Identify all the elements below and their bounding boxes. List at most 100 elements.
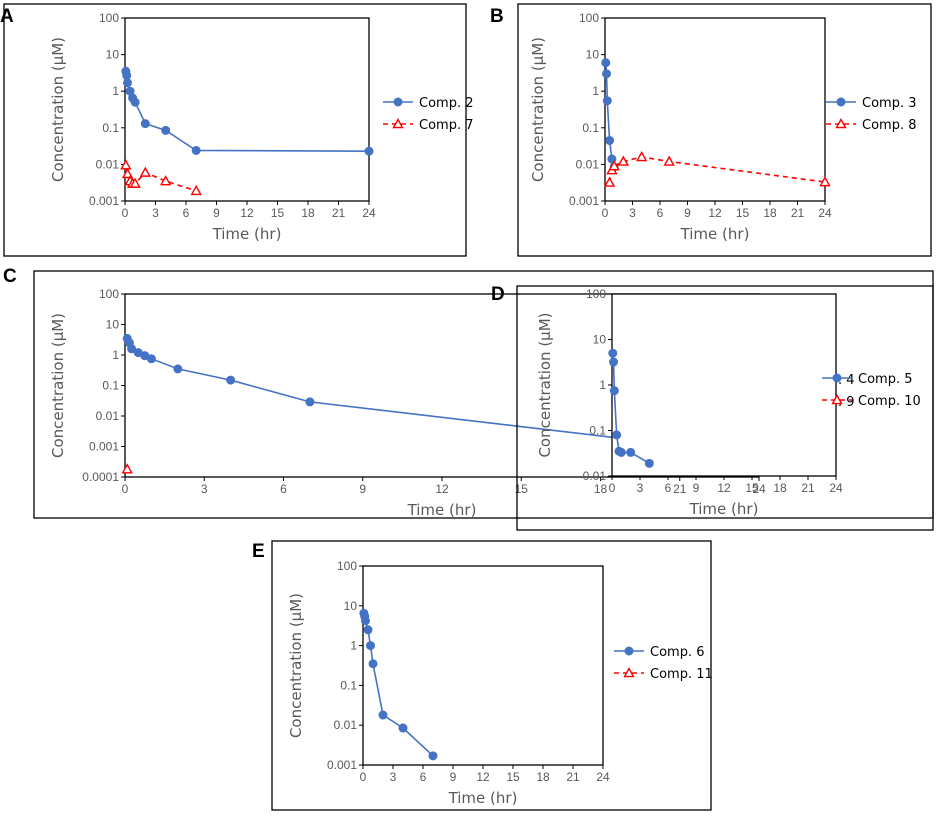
y-tick-label: 1 <box>112 348 119 362</box>
x-tick-label: 18 <box>536 770 550 784</box>
y-tick-label: 0.01 <box>96 409 120 423</box>
data-point-circle <box>140 119 150 129</box>
panel-frame <box>517 3 932 257</box>
x-tick-label: 12 <box>240 206 254 220</box>
x-tick-label: 24 <box>752 482 766 496</box>
data-point-circle <box>226 375 236 385</box>
x-tick-label: 3 <box>390 770 397 784</box>
y-tick-label: 0.1 <box>102 121 119 135</box>
x-tick-label: 3 <box>152 206 159 220</box>
data-point-triangle <box>190 184 202 196</box>
x-axis-title: Time (hr) <box>680 225 750 243</box>
y-tick-label: 100 <box>99 11 119 25</box>
y-tick-label: 10 <box>593 333 607 347</box>
legend-entry: Comp. 10 <box>822 394 921 409</box>
panel-d: D 0 3 6 9 12 15 18 21 24 0.01 0.1 1 10 100 Time (hr) Con… <box>491 284 934 531</box>
series-comp-8 <box>603 150 831 187</box>
plot-area <box>362 565 604 766</box>
y-tick-label: 1 <box>112 84 119 98</box>
x-tick-label: 21 <box>566 770 580 784</box>
x-tick-label: 3 <box>637 481 644 495</box>
y-axis-title: Concentration (μM) <box>49 37 67 182</box>
y-tick-label: 1 <box>592 84 599 98</box>
y-tick-label: 10 <box>106 48 120 62</box>
y-tick-label: 10 <box>586 48 600 62</box>
x-tick-label: 0 <box>609 481 616 495</box>
data-point-circle <box>146 354 156 364</box>
panel-a: A 0 3 6 9 12 15 18 21 24 0.001 0.01 0.1 1 10 100 Time (h… <box>0 3 473 257</box>
legend-marker <box>835 118 847 129</box>
data-point-circle <box>368 659 378 669</box>
x-tick-label: 18 <box>763 206 777 220</box>
data-point-circle <box>602 69 612 79</box>
x-tick-label: 21 <box>673 482 687 496</box>
panel-letter: B <box>490 6 504 27</box>
data-point-triangle <box>120 159 132 170</box>
y-axis-title: Concentration (μM) <box>536 312 554 457</box>
data-point-circle <box>644 458 654 468</box>
x-tick-label: 18 <box>594 482 608 496</box>
data-point-triangle <box>635 150 648 162</box>
x-tick-label: 12 <box>435 482 449 496</box>
y-tick-label: 10 <box>106 318 120 332</box>
y-tick-label: 0.1 <box>340 678 357 692</box>
legend-marker <box>624 646 634 656</box>
x-tick-label: 9 <box>359 482 366 496</box>
series-comp-2 <box>121 66 374 156</box>
x-axis-title: Time (hr) <box>407 501 477 519</box>
plot-area <box>604 17 826 202</box>
x-tick-label: 15 <box>506 770 520 784</box>
legend-entry: Comp. 8 <box>826 118 916 133</box>
x-axis-title: Time (hr) <box>448 789 518 807</box>
panel-e: E 0 3 6 9 12 15 18 21 24 0.001 0.01 0.1 1 10 100 Time (h… <box>252 540 713 811</box>
x-tick-label: 0 <box>360 770 367 784</box>
data-point-triangle <box>608 160 620 171</box>
y-tick-label: 0.001 <box>89 440 119 454</box>
legend-entry: Comp. 2 <box>383 96 473 111</box>
data-point-circle <box>123 78 133 88</box>
legend-label: Comp. 5 <box>858 372 912 387</box>
x-tick-label: 3 <box>201 482 208 496</box>
panel-letter: D <box>491 284 505 305</box>
y-axis-title: Concentration (μM) <box>49 313 67 458</box>
x-tick-label: 6 <box>420 770 427 784</box>
data-point-circle <box>608 348 618 358</box>
legend-label: Comp. 3 <box>862 96 916 111</box>
y-axis-title: Concentration (μM) <box>529 37 547 182</box>
y-tick-label: 0.1 <box>589 424 606 438</box>
data-point-circle <box>601 58 611 68</box>
legend-marker <box>832 373 842 383</box>
y-tick-label: 0.01 <box>583 469 607 483</box>
series-comp-5 <box>608 348 654 468</box>
x-tick-label: 15 <box>515 482 529 496</box>
x-tick-label: 9 <box>213 206 220 220</box>
y-tick-label: 0.01 <box>576 157 600 171</box>
legend-label: Comp. 10 <box>858 394 921 409</box>
plot-area <box>124 17 370 202</box>
y-tick-label: 100 <box>99 287 119 301</box>
x-axis-title: Time (hr) <box>689 500 759 518</box>
panel-frame <box>516 285 934 531</box>
data-point-circle <box>616 447 626 457</box>
data-point-circle <box>626 447 636 457</box>
y-tick-label: 10 <box>344 599 358 613</box>
y-tick-label: 0.001 <box>327 758 357 772</box>
x-tick-label: 15 <box>745 481 759 495</box>
data-point-circle <box>605 135 615 145</box>
data-point-triangle <box>139 166 152 177</box>
data-point-circle <box>378 710 388 720</box>
x-tick-label: 3 <box>629 206 636 220</box>
y-tick-label: 0.1 <box>102 379 119 393</box>
data-point-triangle <box>819 176 831 187</box>
x-tick-label: 24 <box>596 770 610 784</box>
data-point-circle <box>602 96 612 106</box>
legend-label: Comp. 11 <box>650 667 713 682</box>
x-tick-label: 6 <box>665 481 672 495</box>
x-tick-label: 15 <box>736 206 750 220</box>
panel-frame <box>271 540 712 811</box>
data-point-circle <box>305 397 315 407</box>
y-tick-label: 0.0001 <box>82 470 119 484</box>
data-point-circle <box>161 125 171 135</box>
x-tick-label: 21 <box>332 206 346 220</box>
data-point-circle <box>364 146 374 156</box>
